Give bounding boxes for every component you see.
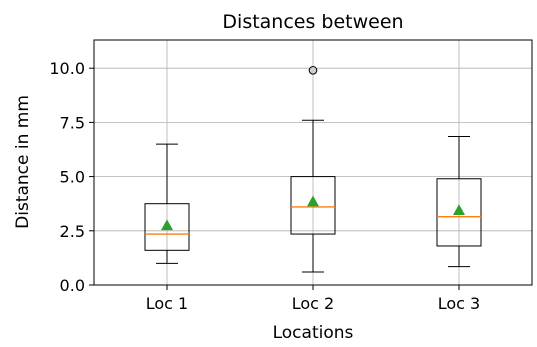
mean-marker	[161, 219, 173, 231]
outlier-point	[308, 66, 318, 75]
y-axis-label: Distance in mm	[13, 95, 33, 229]
boxes-layer	[144, 66, 482, 273]
y-tick-label: 0.0	[60, 276, 85, 295]
box-iqr	[144, 203, 190, 251]
box-iqr	[436, 178, 482, 247]
box-1	[144, 143, 190, 264]
y-tick-label: 2.5	[60, 222, 85, 241]
box-iqr	[290, 176, 336, 235]
y-ticks: 0.0 2.5 5.0 7.5 10.0	[49, 59, 94, 295]
y-tick-label: 5.0	[60, 168, 85, 187]
y-tick-label: 7.5	[60, 113, 85, 132]
x-ticks: Loc 1 Loc 2 Loc 3	[146, 285, 480, 313]
x-tick-label: Loc 2	[292, 294, 334, 313]
chart-title: Distances between	[222, 11, 403, 33]
x-axis-label: Locations	[273, 323, 354, 343]
mean-marker	[453, 204, 465, 215]
x-tick-label: Loc 1	[146, 294, 188, 313]
box-3	[436, 135, 482, 268]
x-tick-label: Loc 3	[438, 294, 480, 313]
mean-marker	[307, 195, 319, 207]
y-tick-label: 10.0	[49, 59, 85, 78]
box-2	[290, 66, 336, 273]
